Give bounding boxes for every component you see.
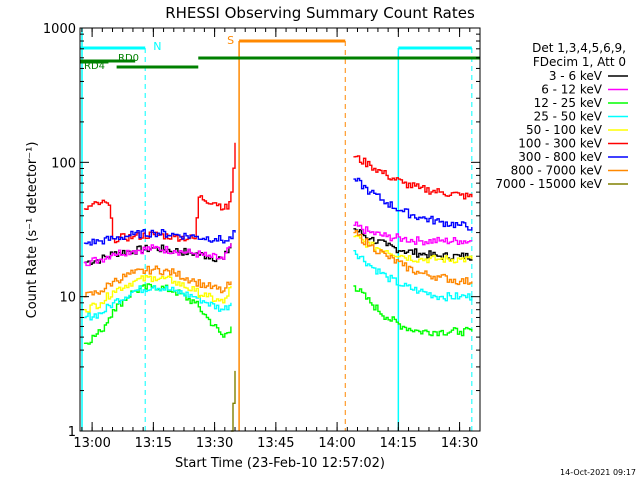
rd0-label: RD0 — [118, 53, 139, 64]
legend-label: 800 - 7000 keV — [511, 164, 603, 178]
legend-label: 300 - 800 keV — [518, 150, 602, 164]
series-line-1 — [83, 243, 232, 267]
series-line-8 — [230, 370, 236, 432]
series-line-3 — [353, 250, 473, 302]
y-tick-label: 10 — [59, 291, 76, 306]
legend-label: 12 - 25 keV — [534, 96, 603, 110]
saa-label: S — [227, 34, 234, 47]
legend-label: 6 - 12 keV — [541, 83, 603, 97]
series-line-7 — [353, 229, 473, 286]
x-axis-label: Start Time (23-Feb-10 12:57:02) — [175, 456, 385, 471]
rd4-label: RD4 — [84, 61, 105, 72]
legend-label: 100 - 300 keV — [518, 137, 602, 151]
series-line-4 — [353, 235, 473, 264]
series-line-6 — [83, 229, 236, 246]
x-tick-label: 14:00 — [318, 436, 355, 451]
y-tick-label: 1 — [68, 425, 76, 440]
y-tick-label: 1000 — [43, 22, 76, 37]
series-line-2 — [353, 285, 473, 337]
series-line-4 — [83, 275, 232, 313]
y-axis-label: Count Rate (s⁻¹ detector⁻¹) — [25, 142, 40, 319]
series-line-1 — [353, 221, 473, 246]
x-tick-label: 13:45 — [257, 436, 294, 451]
y-tick-label: 100 — [51, 156, 76, 171]
series-line-5 — [353, 155, 473, 200]
night-label: N — [153, 40, 161, 53]
timestamp: 14-Oct-2021 09:17 — [560, 468, 636, 477]
series-line-6 — [353, 177, 473, 231]
legend-label: 3 - 6 keV — [549, 69, 603, 83]
x-tick-label: 13:15 — [135, 436, 172, 451]
x-tick-label: 13:30 — [196, 436, 233, 451]
series-line-7 — [83, 265, 232, 298]
series-line-5 — [83, 142, 236, 244]
x-tick-label: 14:30 — [441, 436, 478, 451]
legend-header: Det 1,3,4,5,6,9, — [532, 41, 626, 55]
legend-label: 50 - 100 keV — [526, 123, 603, 137]
x-tick-label: 14:15 — [380, 436, 417, 451]
x-tick-label: 13:00 — [73, 436, 110, 451]
series-line-3 — [83, 285, 232, 321]
chart-title: RHESSI Observing Summary Count Rates — [165, 4, 475, 22]
legend-label: 25 - 50 keV — [534, 110, 603, 124]
plot-frame — [79, 27, 481, 432]
legend-header: FDecim 1, Att 0 — [533, 55, 626, 69]
series-line-2 — [83, 283, 232, 345]
legend-label: 7000 - 15000 keV — [495, 177, 602, 191]
